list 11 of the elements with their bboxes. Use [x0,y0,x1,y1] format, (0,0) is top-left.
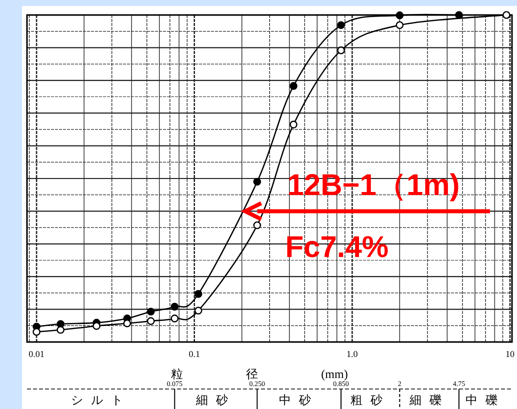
text: 中砂 [279,393,320,407]
x-axis-title: 粒 径 (mm) [171,367,348,381]
x-tick-label: 1.0 [346,349,358,359]
x-tick-label: 0.01 [28,349,44,359]
text: 細礫 [408,393,450,407]
x-tick-label: 10 [505,349,515,359]
text: 細砂 [194,393,236,407]
x-tick-label: 0.1 [188,349,200,359]
text: 中礫 [465,393,506,407]
text: 粗砂 [350,393,390,407]
text: シルト [70,393,131,407]
